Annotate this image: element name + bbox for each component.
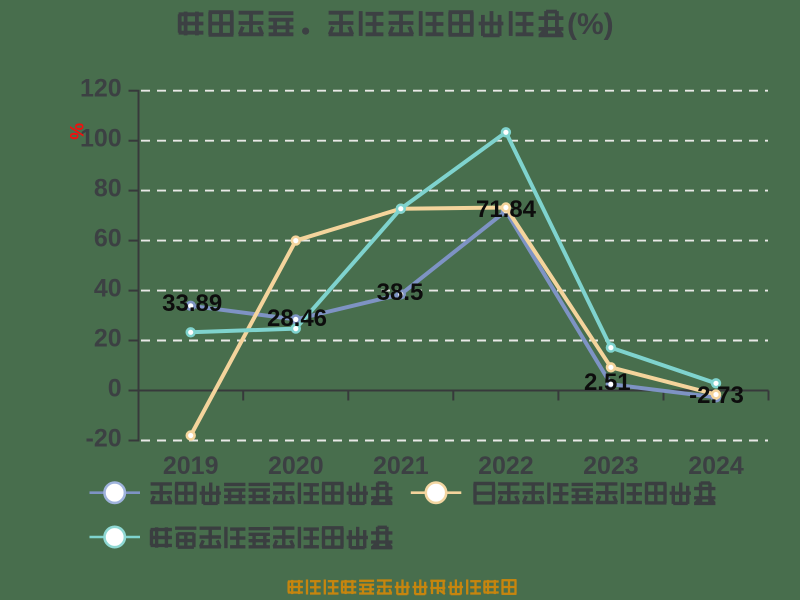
svg-text:33.89: 33.89 xyxy=(162,290,222,317)
svg-text:80: 80 xyxy=(94,174,122,202)
svg-text:-20: -20 xyxy=(86,424,122,452)
svg-text:38.5: 38.5 xyxy=(377,279,424,306)
svg-text:60: 60 xyxy=(94,224,122,252)
svg-text:(%): (%) xyxy=(567,8,614,41)
svg-text:2022: 2022 xyxy=(478,452,534,480)
svg-text:%: % xyxy=(65,123,86,140)
svg-text:28.46: 28.46 xyxy=(267,305,327,332)
svg-text:2023: 2023 xyxy=(583,452,639,480)
svg-text:100: 100 xyxy=(80,125,122,153)
svg-text:2024: 2024 xyxy=(688,452,744,480)
svg-text:71.84: 71.84 xyxy=(476,196,537,223)
svg-text:40: 40 xyxy=(94,274,122,302)
svg-text:2021: 2021 xyxy=(373,452,429,480)
svg-text:2.51: 2.51 xyxy=(584,369,631,396)
svg-text:0: 0 xyxy=(108,374,122,402)
svg-text:120: 120 xyxy=(80,75,122,103)
svg-text:2019: 2019 xyxy=(163,452,219,480)
svg-text:2020: 2020 xyxy=(268,452,324,480)
svg-text:20: 20 xyxy=(94,324,122,352)
svg-text:-2.73: -2.73 xyxy=(689,382,744,409)
